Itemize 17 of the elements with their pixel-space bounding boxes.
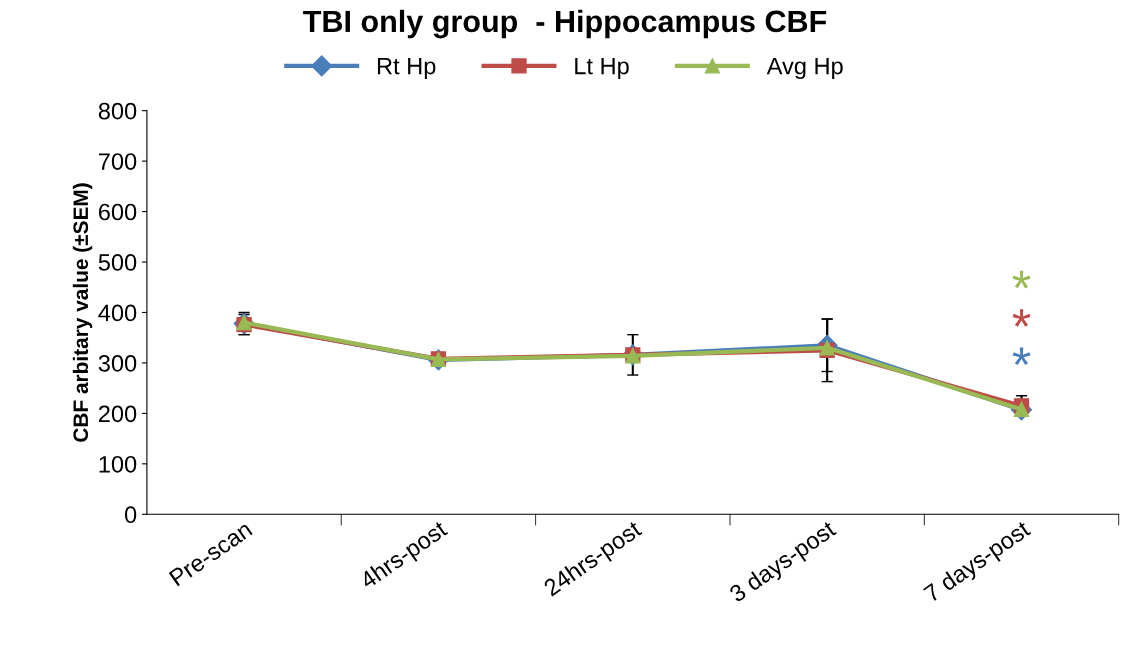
chart-title: TBI only group - Hippocampus CBF: [303, 9, 827, 39]
y-tick-label: 300: [98, 355, 137, 372]
annotation: *: [1012, 347, 1031, 366]
y-tick-label: 800: [98, 102, 137, 120]
y-tick-label: 600: [98, 203, 137, 221]
annotation: *: [1012, 309, 1031, 327]
y-tick-label: 400: [98, 304, 137, 322]
legend-label: Rt Hp: [377, 57, 436, 80]
legend-label: Avg Hp: [766, 57, 843, 80]
y-tick-label: 0: [124, 506, 137, 524]
y-tick-label: 200: [98, 405, 137, 423]
legend-label: Lt Hp: [575, 57, 629, 80]
y-tick-label: 700: [99, 153, 137, 170]
y-axis-title: CBF arbitary value (±SEM): [72, 183, 93, 442]
annotation: *: [1012, 270, 1031, 289]
y-tick-label: 100: [99, 455, 137, 473]
y-tick-label: 500: [98, 254, 137, 271]
